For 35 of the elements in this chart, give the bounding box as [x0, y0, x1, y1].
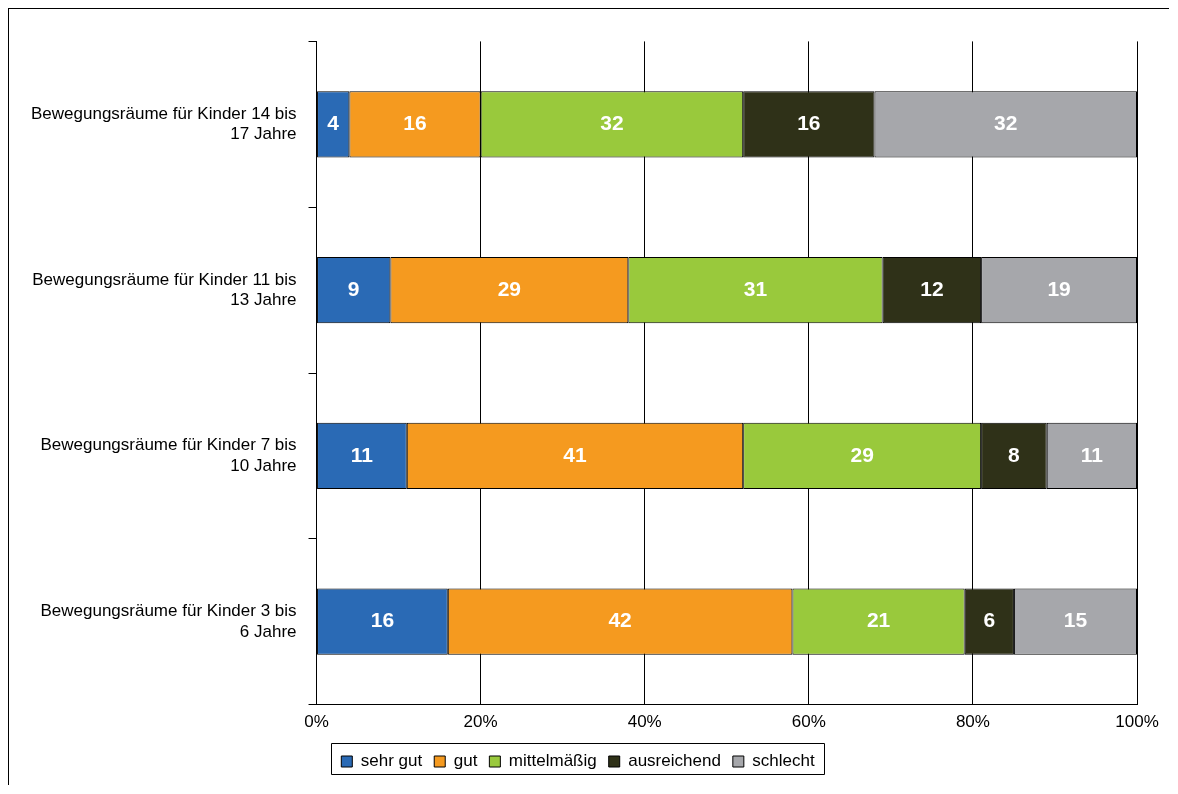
data-label: 29: [497, 276, 522, 300]
data-label: 6: [983, 608, 996, 632]
data-label: 12: [920, 276, 944, 300]
data-label: 16: [403, 111, 427, 135]
data-label: 11: [350, 442, 374, 466]
legend-label: schlecht: [752, 751, 815, 771]
data-label: 21: [866, 608, 891, 632]
legend-label: sehr gut: [360, 751, 423, 771]
y-tick-label: Bewegungsräume für Kinder 7 bis 10 Jahre: [40, 435, 297, 475]
y-tick-label: Bewegungsräume für Kinder 14 bis 17 Jahre: [31, 103, 297, 144]
y-tick-label: Bewegungsräume für Kinder 11 bis 13 Jahre: [32, 269, 297, 309]
x-tick-label: 0%: [304, 712, 329, 732]
data-label: 32: [994, 111, 1018, 135]
legend-label: mittelmäßig: [508, 751, 597, 771]
legend-label: ausreichend: [628, 751, 721, 771]
x-tick-label: 80%: [955, 712, 990, 732]
data-label: 31: [743, 276, 768, 300]
data-label: 15: [1063, 608, 1088, 632]
data-label: 8: [1008, 442, 1021, 466]
x-tick-label: 100%: [1115, 712, 1159, 732]
x-tick-label: 20%: [463, 712, 498, 732]
data-label: 9: [347, 276, 360, 300]
x-tick-label: 60%: [791, 712, 826, 732]
data-label: 16: [797, 111, 821, 135]
legend-label: gut: [453, 751, 478, 771]
data-label: 11: [1080, 442, 1104, 466]
data-label: 32: [600, 111, 624, 135]
data-label: 19: [1047, 276, 1071, 300]
y-tick-label: Bewegungsräume für Kinder 3 bis 6 Jahre: [40, 601, 297, 641]
data-label: 16: [370, 608, 395, 632]
x-tick-label: 40%: [627, 712, 662, 732]
data-label: 42: [608, 608, 632, 632]
data-label: 29: [850, 442, 874, 466]
data-label: 41: [563, 442, 587, 466]
data-label: 4: [327, 111, 340, 135]
